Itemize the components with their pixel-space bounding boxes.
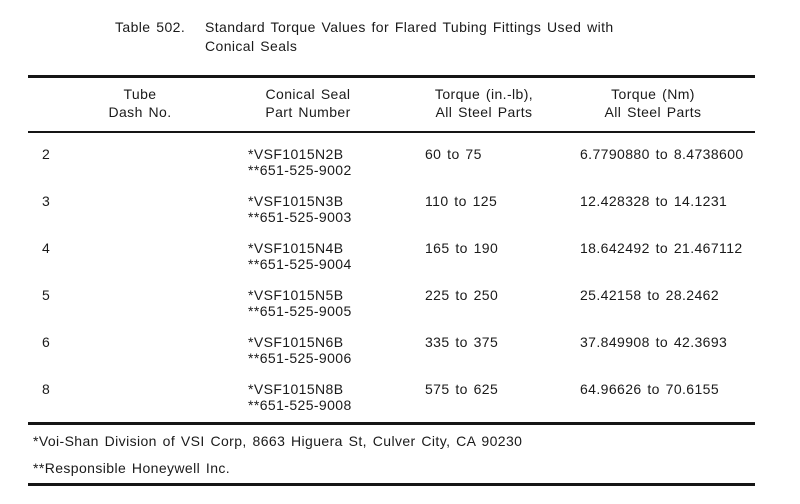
tube-dash-no-value: 4 — [42, 240, 51, 256]
table-row: 6 *VSF1015N6B **651-525-9006 335 to 375 … — [28, 334, 755, 366]
table-header-row: Tube Dash No. Conical Seal Part Number T… — [28, 78, 755, 131]
torque-nm-value: 18.642492 to 21.467112 — [580, 240, 743, 256]
cell-torque-nm: 37.849908 to 42.3693 — [580, 334, 755, 366]
tube-dash-no-value: 3 — [42, 193, 51, 209]
table-row: 8 *VSF1015N8B **651-525-9008 575 to 625 … — [28, 381, 755, 413]
table-title-text: Standard Torque Values for Flared Tubing… — [205, 18, 614, 56]
header-line: Conical Seal — [265, 86, 351, 102]
part-number-651: **651-525-9002 — [248, 162, 352, 178]
cell-torque-nm: 64.96626 to 70.6155 — [580, 381, 755, 413]
cell-part-number: *VSF1015N4B **651-525-9004 — [248, 240, 425, 272]
header-line: Dash No. — [108, 104, 172, 120]
header-line: Tube — [123, 86, 157, 102]
torque-nm-value: 37.849908 to 42.3693 — [580, 334, 728, 350]
table-rows: 2 *VSF1015N2B **651-525-9002 60 to 75 6.… — [28, 133, 755, 413]
header-line: Torque (Nm) — [611, 86, 695, 102]
column-header-conical-seal-part-number: Conical Seal Part Number — [265, 85, 350, 121]
cell-part-number: *VSF1015N6B **651-525-9006 — [248, 334, 425, 366]
part-number-651: **651-525-9005 — [248, 303, 352, 319]
table-row: 2 *VSF1015N2B **651-525-9002 60 to 75 6.… — [28, 146, 755, 178]
tube-dash-no-value: 5 — [42, 287, 51, 303]
cell-torque-nm: 25.42158 to 28.2462 — [580, 287, 755, 319]
part-number-vsf: *VSF1015N6B — [248, 334, 344, 350]
cell-tube-dash-no: 3 — [28, 193, 248, 225]
cell-tube-dash-no: 2 — [28, 146, 248, 178]
header-line: Part Number — [265, 104, 351, 120]
part-number-651: **651-525-9003 — [248, 209, 352, 225]
cell-part-number: *VSF1015N5B **651-525-9005 — [248, 287, 425, 319]
part-number-vsf: *VSF1015N2B — [248, 146, 344, 162]
column-header-tube-dash-no: Tube Dash No. — [108, 85, 171, 121]
column-header-torque-nm: Torque (Nm) All Steel Parts — [605, 85, 702, 121]
header-line: All Steel Parts — [435, 104, 533, 120]
header-line: All Steel Parts — [604, 104, 702, 120]
header-bottom-rule — [28, 131, 755, 133]
tube-dash-no-value: 8 — [42, 381, 51, 397]
part-number-vsf: *VSF1015N5B — [248, 287, 344, 303]
torque-inlb-value: 335 to 375 — [425, 334, 499, 350]
column-header-torque-inlb: Torque (in.-lb), All Steel Parts — [435, 85, 533, 121]
cell-torque-nm: 6.7790880 to 8.4738600 — [580, 146, 755, 178]
footnotes-section: *Voi-Shan Division of VSI Corp, 8663 Hig… — [28, 433, 755, 476]
table-bottom-rule — [28, 422, 755, 425]
torque-inlb-value: 60 to 75 — [425, 146, 482, 162]
cell-torque-inlb: 575 to 625 — [425, 381, 580, 413]
cell-tube-dash-no: 6 — [28, 334, 248, 366]
cell-tube-dash-no: 8 — [28, 381, 248, 413]
cell-tube-dash-no: 5 — [28, 287, 248, 319]
part-number-vsf: *VSF1015N4B — [248, 240, 344, 256]
cell-part-number: *VSF1015N2B **651-525-9002 — [248, 146, 425, 178]
torque-inlb-value: 165 to 190 — [425, 240, 499, 256]
cell-torque-inlb: 225 to 250 — [425, 287, 580, 319]
cell-torque-nm: 12.428328 to 14.1231 — [580, 193, 755, 225]
table-title-line1: Standard Torque Values for Flared Tubing… — [205, 19, 614, 35]
cell-torque-nm: 18.642492 to 21.467112 — [580, 240, 755, 272]
footnote-voi-shan: *Voi-Shan Division of VSI Corp, 8663 Hig… — [33, 433, 523, 449]
part-number-651: **651-525-9006 — [248, 350, 352, 366]
table-row: 3 *VSF1015N3B **651-525-9003 110 to 125 … — [28, 193, 755, 225]
torque-inlb-value: 575 to 625 — [425, 381, 499, 397]
table-top-rule — [28, 75, 755, 78]
table-title-line2: Conical Seals — [205, 38, 298, 54]
footnote-honeywell: **Responsible Honeywell Inc. — [33, 460, 231, 476]
tube-dash-no-value: 2 — [42, 146, 51, 162]
table-row: 5 *VSF1015N5B **651-525-9005 225 to 250 … — [28, 287, 755, 319]
torque-table: Tube Dash No. Conical Seal Part Number T… — [28, 75, 755, 486]
cell-part-number: *VSF1015N3B **651-525-9003 — [248, 193, 425, 225]
table-number-label: Table 502. — [115, 19, 186, 35]
torque-nm-value: 25.42158 to 28.2462 — [580, 287, 720, 303]
part-number-651: **651-525-9008 — [248, 397, 352, 413]
torque-inlb-value: 225 to 250 — [425, 287, 499, 303]
cell-torque-inlb: 335 to 375 — [425, 334, 580, 366]
cell-tube-dash-no: 4 — [28, 240, 248, 272]
tube-dash-no-value: 6 — [42, 334, 51, 350]
torque-nm-value: 12.428328 to 14.1231 — [580, 193, 728, 209]
cell-torque-inlb: 110 to 125 — [425, 193, 580, 225]
table-row: 4 *VSF1015N4B **651-525-9004 165 to 190 … — [28, 240, 755, 272]
part-number-vsf: *VSF1015N3B — [248, 193, 344, 209]
part-number-651: **651-525-9004 — [248, 256, 352, 272]
table-title: Table 502. Standard Torque Values for Fl… — [115, 18, 614, 56]
header-line: Torque (in.-lb), — [434, 86, 534, 102]
cell-part-number: *VSF1015N8B **651-525-9008 — [248, 381, 425, 413]
torque-nm-value: 64.96626 to 70.6155 — [580, 381, 720, 397]
footnotes-bottom-rule — [28, 483, 755, 486]
torque-inlb-value: 110 to 125 — [425, 193, 498, 209]
cell-torque-inlb: 165 to 190 — [425, 240, 580, 272]
cell-torque-inlb: 60 to 75 — [425, 146, 580, 178]
part-number-vsf: *VSF1015N8B — [248, 381, 344, 397]
torque-nm-value: 6.7790880 to 8.4738600 — [580, 146, 744, 162]
